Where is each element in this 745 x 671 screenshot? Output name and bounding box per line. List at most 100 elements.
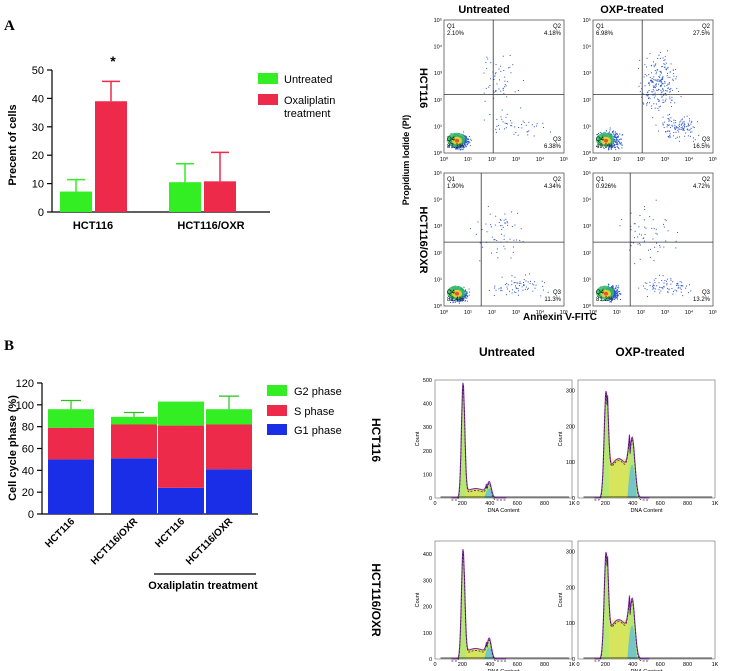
flow-dot	[616, 295, 618, 297]
flow-dot	[665, 68, 667, 70]
flow-dot	[597, 134, 599, 136]
flow-dot	[512, 289, 514, 291]
flow-dot	[457, 299, 459, 301]
flow-dot	[485, 223, 487, 225]
flow-dot	[646, 57, 648, 59]
flow-xtick-label: 10¹	[613, 310, 621, 316]
flow-dot	[652, 285, 654, 287]
flow-dot	[459, 146, 461, 148]
flow-dot	[676, 127, 678, 129]
flow-dot	[534, 287, 536, 289]
flow-dot	[644, 226, 646, 228]
flow-dot	[511, 122, 513, 124]
flow-dot	[505, 123, 507, 125]
flow-dot	[646, 289, 648, 291]
flow-dot	[495, 131, 497, 133]
flow-dot	[463, 136, 465, 138]
flow-dot	[680, 126, 682, 128]
flow-dot	[648, 102, 650, 104]
flow-dot	[614, 141, 616, 143]
histogram-xtick-label: 1K	[712, 662, 719, 668]
flow-dot	[462, 296, 464, 298]
flow-dot	[465, 297, 467, 299]
flow-dot	[664, 219, 666, 221]
flow-dot	[608, 131, 610, 133]
flow-dot	[654, 92, 656, 94]
legend-g2: G2 phase	[294, 386, 342, 398]
flow-dot	[616, 140, 618, 142]
flow-dot	[651, 80, 653, 82]
flow-q3-value: 11.3%	[544, 297, 561, 303]
flow-dot	[690, 123, 692, 125]
flow-dot	[502, 226, 504, 228]
flow-dot	[605, 130, 607, 132]
flow-dot	[668, 137, 670, 139]
flow-dot	[677, 287, 679, 289]
flow-dot	[659, 76, 661, 78]
flow-dot	[665, 62, 667, 64]
flow-dot	[607, 284, 609, 286]
flow-dot	[452, 301, 454, 303]
bar-b-ytick-label: 20	[22, 487, 34, 499]
flow-dot	[657, 251, 659, 253]
flow-dot	[469, 228, 471, 230]
flow-dot	[681, 127, 683, 129]
flow-dot	[661, 66, 663, 68]
flow-xtick-label: 10³	[512, 157, 520, 163]
flow-dot	[665, 94, 667, 96]
flow-dot	[517, 287, 519, 289]
flow-dot	[667, 88, 669, 90]
flow-dot	[618, 141, 620, 143]
flow-dot	[535, 284, 537, 286]
flow-ytick-label: 10⁴	[583, 44, 592, 51]
flow-xtick-label: 10⁰	[589, 309, 598, 316]
flow-dot	[529, 283, 531, 285]
bar-a-ytick-label: 30	[32, 122, 44, 134]
flow-dot	[468, 141, 470, 143]
flow-dot	[470, 138, 472, 140]
flow-dot	[502, 55, 504, 57]
flow-dot	[520, 228, 522, 230]
flow-dot	[615, 296, 617, 298]
flow-dot	[506, 283, 508, 285]
flow-dot	[459, 300, 461, 302]
flow-dot	[527, 288, 529, 290]
flow-dot	[463, 146, 465, 148]
flow-dot	[677, 129, 679, 131]
flow-dot	[612, 142, 614, 144]
flow-dot	[630, 225, 632, 227]
flow-dot	[505, 222, 507, 224]
flow-dot	[467, 138, 469, 140]
flow-dot	[515, 292, 517, 294]
flow-ytick-label: 10⁵	[434, 170, 442, 177]
flow-col-title-oxp: OXP-treated	[600, 4, 664, 16]
flow-dot	[512, 246, 514, 248]
flow-ytick-label: 10²	[583, 251, 591, 257]
flow-dot	[500, 290, 502, 292]
histogram-ytick-label: 200	[423, 605, 432, 611]
flow-dot	[619, 293, 621, 295]
flow-dot	[644, 85, 646, 87]
flow-dot	[634, 230, 636, 232]
flow-dot	[540, 295, 542, 297]
flow-dot	[651, 81, 653, 83]
flow-dot	[651, 80, 653, 82]
flow-dot	[501, 225, 503, 227]
flow-dot	[542, 289, 544, 291]
flow-dot	[649, 84, 651, 86]
flow-dot	[464, 292, 466, 294]
flow-dot	[523, 284, 525, 286]
flow-dot	[449, 297, 451, 299]
flow-dot	[658, 274, 660, 276]
bar-b-ytick-label: 60	[22, 444, 34, 456]
flow-dot	[498, 124, 500, 126]
flow-dot	[658, 106, 660, 108]
flow-dot	[613, 289, 615, 291]
flow-dot	[609, 298, 611, 300]
flow-dot	[511, 284, 513, 286]
histogram-xlabel: DNA Content	[487, 508, 520, 514]
flow-dot	[613, 295, 615, 297]
flow-dot	[519, 281, 521, 283]
flow-dot	[465, 142, 467, 144]
